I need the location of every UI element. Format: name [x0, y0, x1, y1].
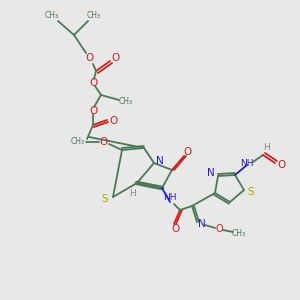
Text: O: O: [109, 116, 117, 126]
Text: S: S: [102, 194, 108, 204]
Text: O: O: [277, 160, 285, 170]
Text: NH: NH: [240, 158, 254, 167]
Text: O: O: [89, 106, 97, 116]
Text: N: N: [207, 168, 215, 178]
Text: O: O: [184, 147, 192, 157]
Text: O: O: [100, 137, 108, 147]
Text: CH₃: CH₃: [119, 98, 133, 106]
Text: O: O: [86, 53, 94, 63]
Text: O: O: [215, 224, 223, 234]
Text: NH: NH: [163, 194, 177, 202]
Text: O: O: [171, 224, 179, 234]
Text: CH₃: CH₃: [45, 11, 59, 20]
Text: CH₃: CH₃: [232, 230, 246, 238]
Text: H: H: [264, 142, 270, 152]
Text: O: O: [112, 53, 120, 63]
Text: CH₃: CH₃: [87, 11, 101, 20]
Text: O: O: [90, 78, 98, 88]
Text: H: H: [130, 188, 136, 197]
Text: CH₃: CH₃: [71, 137, 85, 146]
Text: S: S: [248, 187, 254, 197]
Text: N: N: [156, 156, 164, 166]
Text: N: N: [198, 219, 206, 229]
